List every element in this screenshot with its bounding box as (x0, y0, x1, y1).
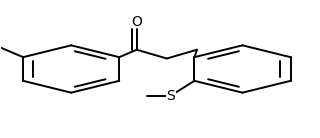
Text: S: S (166, 89, 175, 103)
Text: O: O (131, 15, 142, 29)
